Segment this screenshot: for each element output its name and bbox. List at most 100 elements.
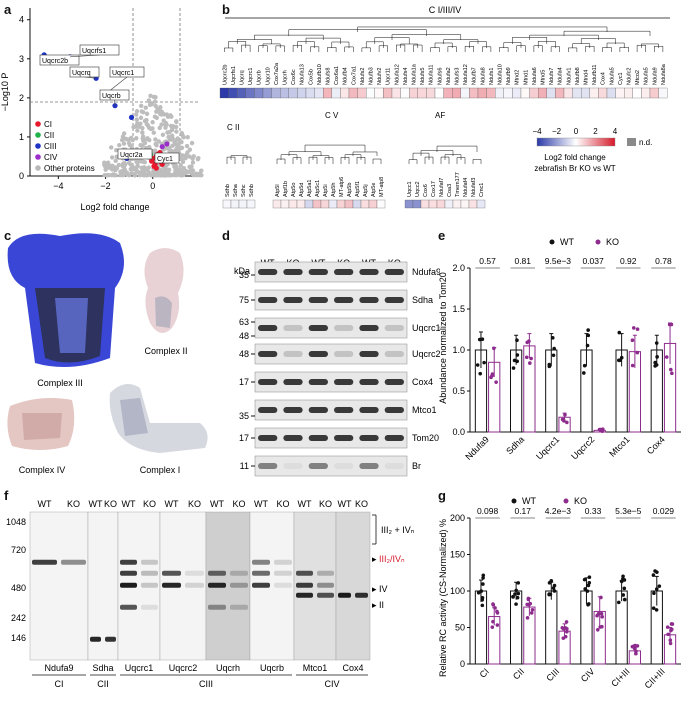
bn-band	[185, 582, 204, 588]
bn-band	[162, 570, 181, 576]
legend-marker	[35, 132, 41, 138]
category-label: CI	[478, 666, 491, 679]
blot-strip	[254, 343, 408, 365]
heat-gene-label: Atp5h	[331, 183, 337, 197]
data-point	[552, 583, 557, 588]
heat-gene-label: Atp5b	[347, 183, 353, 197]
data-point	[493, 606, 497, 610]
bn-lane-label: KO	[355, 499, 368, 509]
heat-cell	[434, 87, 444, 99]
y-tick-label: 100	[450, 586, 465, 596]
heat-gene-label: Ndufa12	[394, 64, 400, 85]
heat-gene-label: Ndufa5	[644, 67, 650, 85]
data-point	[476, 591, 481, 595]
data-point	[524, 355, 529, 360]
bn-lane-label: WT	[89, 499, 103, 509]
p-value: 0.92	[620, 256, 637, 266]
heat-gene-label: Atp5j	[363, 184, 369, 197]
scale-tick: −4	[532, 127, 542, 136]
other-protein-point	[133, 124, 138, 129]
other-protein-point	[185, 135, 190, 140]
rc-activity-legend: WT KO	[511, 496, 587, 506]
heat-cell	[649, 87, 659, 99]
legend-ko-label: KO	[606, 237, 619, 247]
blot-row-label: Uqcrc1	[412, 323, 440, 333]
data-point	[652, 591, 656, 596]
other-protein-point	[163, 125, 168, 130]
blot-band	[359, 379, 379, 385]
blot-band	[384, 407, 404, 413]
blot-band	[283, 297, 303, 303]
heat-cell	[352, 199, 362, 209]
other-protein-point	[187, 164, 192, 170]
heatmap-cv-title: C V	[325, 111, 339, 120]
data-point	[616, 600, 621, 605]
data-point	[480, 603, 485, 608]
heatmap-cii-cells	[222, 199, 256, 209]
blot-row-label: Sdha	[412, 295, 433, 305]
legend-label: Other proteins	[44, 164, 95, 173]
callout-label: Uqcrb	[102, 93, 121, 100]
other-protein-point	[173, 124, 179, 130]
other-protein-point	[178, 163, 183, 168]
bn-markers: 1048 720 480 242 146	[6, 517, 26, 643]
dendro-branch	[641, 43, 659, 48]
bn-marker: 242	[11, 613, 26, 623]
blot-marker: 17	[239, 433, 249, 443]
volcano-callouts: Uqcrc2b Uqcrfs1 Uqcrq Uqcrc1 Uqcrb Uqcr2a Cyc1	[39, 44, 180, 164]
other-protein-point	[151, 130, 156, 135]
heat-gene-label: Sdhc	[241, 184, 247, 197]
data-point	[514, 602, 518, 606]
heat-gene-label: Cox5b	[308, 69, 314, 85]
other-protein-point	[173, 171, 178, 177]
heat-gene-label: Ndufa4	[558, 67, 564, 85]
heat-cell	[581, 87, 590, 99]
heat-cell	[641, 87, 651, 99]
other-protein-point	[174, 129, 179, 134]
structure-label-complex-i: Complex I	[140, 465, 181, 475]
structure-label-complex-iii: Complex III	[37, 378, 83, 388]
bn-group-label: CI	[55, 679, 64, 689]
bar-wt	[474, 590, 488, 665]
blot-band	[258, 463, 278, 469]
other-protein-point	[139, 109, 145, 114]
callout-box	[79, 44, 120, 56]
bn-band	[317, 570, 334, 576]
blot-row-label: Uqcrc2	[412, 349, 440, 359]
heat-gene-label: Ndufs7	[549, 68, 555, 85]
blot-kda-label: kDa	[234, 266, 250, 276]
callout-box	[109, 66, 145, 78]
point-ci	[153, 165, 159, 171]
blot-markers: 35 75 63 48 48 17 35 17 11	[239, 270, 255, 471]
other-protein-point	[167, 129, 172, 135]
heatmap-main-cells	[219, 87, 668, 99]
bn-band	[141, 559, 158, 565]
heat-cell	[529, 87, 539, 99]
other-protein-point	[186, 169, 191, 175]
data-point	[563, 412, 567, 417]
heat-gene-label: Ndufa8a	[661, 63, 667, 85]
heat-cell	[230, 199, 240, 209]
point-ciii	[128, 114, 135, 120]
x-tick-label: −4	[53, 181, 63, 191]
bn-band	[296, 582, 313, 588]
blot-marker: 17	[239, 377, 249, 387]
data-point	[492, 346, 496, 351]
heat-gene-label: Ndufaf7	[439, 178, 445, 197]
bn-band	[141, 604, 158, 610]
blot-band	[283, 269, 303, 275]
heat-gene-label: Ndufs6	[437, 68, 443, 85]
heat-gene-label: Ndufa2	[446, 67, 452, 85]
heat-gene-label: Ndufaf3	[471, 178, 477, 197]
bn-band	[274, 582, 292, 588]
band-label-iv: ▸ IV	[372, 584, 388, 594]
x-tick-label: 0	[150, 181, 155, 191]
other-protein-point	[153, 137, 158, 142]
blot-row-label: Mtco1	[412, 405, 437, 415]
heat-gene-label: MT-atp8	[379, 177, 385, 197]
category-label: CII	[511, 666, 526, 681]
bn-marker: 1048	[6, 517, 26, 527]
heat-cell	[374, 87, 384, 99]
bn-lane-label: KO	[67, 499, 80, 509]
heat-cell	[420, 199, 430, 209]
